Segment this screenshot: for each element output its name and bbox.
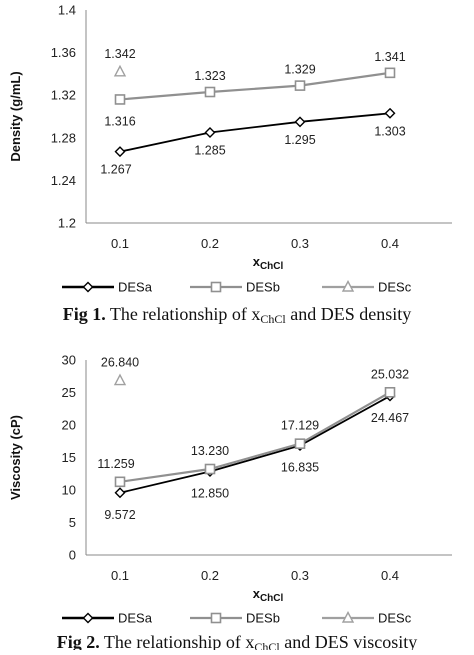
data-label-DESa: 24.467 — [371, 411, 409, 425]
caption-text: The relationship of x — [106, 304, 261, 324]
caption-text: The relationship of x — [100, 632, 255, 650]
y-tick-label: 5 — [69, 515, 76, 530]
legend-label-DESc: DESc — [378, 611, 412, 626]
data-point-DESa — [294, 116, 306, 128]
data-point-DESb — [114, 476, 126, 488]
caption-figure-number: Fig 2. — [57, 632, 100, 650]
data-point-DESb — [384, 386, 396, 398]
data-point-DESa — [204, 126, 216, 138]
y-axis-label: Viscosity (cP) — [8, 415, 23, 500]
y-tick-label: 1.28 — [51, 130, 76, 145]
y-tick-label: 20 — [62, 418, 76, 433]
x-axis-label-main: x — [253, 586, 261, 601]
caption-figure-number: Fig 1. — [63, 304, 106, 324]
series-line-DESa — [119, 112, 391, 153]
data-point-DESb — [204, 463, 216, 475]
legend-marker-DESb — [210, 281, 222, 293]
x-axis-label: xChCl — [253, 254, 284, 272]
x-tick-label: 0.1 — [111, 568, 129, 583]
y-tick-label: 1.32 — [51, 88, 76, 103]
x-axis-label: xChCl — [253, 586, 284, 604]
data-label-DESa: 1.285 — [194, 143, 225, 157]
caption-subscript: ChCl — [260, 312, 286, 326]
data-label-DESc: 1.342 — [104, 47, 135, 61]
y-axis-label: Density (g/mL) — [8, 71, 23, 161]
legend-label-DESb: DESb — [246, 280, 280, 295]
data-point-DESa — [114, 146, 126, 158]
y-tick-label: 1.4 — [58, 3, 76, 18]
y-tick-label: 1.24 — [51, 173, 76, 188]
series-line-DESb — [119, 391, 391, 483]
figure-caption: Fig 2. The relationship of xChCl and DES… — [57, 632, 417, 650]
caption-text-end: and DES density — [286, 304, 412, 324]
legend-marker-DESa — [82, 281, 94, 293]
y-tick-label: 15 — [62, 450, 76, 465]
x-tick-label: 0.3 — [291, 236, 309, 251]
x-axis-label-subscript: ChCl — [260, 261, 284, 272]
series-line-DESb — [119, 71, 391, 101]
legend-marker-DESb — [210, 612, 222, 624]
data-label-DESb: 25.032 — [371, 367, 409, 381]
legend-marker-DESc — [341, 610, 355, 623]
data-point-DESb — [114, 94, 126, 105]
x-tick-label: 0.2 — [201, 568, 219, 583]
data-point-DESc — [113, 64, 127, 77]
data-label-DESb: 1.323 — [194, 69, 225, 83]
x-axis-label-subscript: ChCl — [260, 593, 284, 604]
x-axis-label-main: x — [253, 254, 261, 269]
data-point-DESa — [384, 107, 396, 119]
legend-label-DESa: DESa — [118, 280, 153, 295]
x-tick-label: 0.3 — [291, 568, 309, 583]
data-point-DESb — [204, 86, 216, 98]
data-label-DESb: 13.230 — [191, 444, 229, 458]
legend-label-DESc: DESc — [378, 280, 412, 295]
y-tick-label: 25 — [62, 385, 76, 400]
data-point-DESb — [294, 438, 306, 449]
data-label-DESb: 1.329 — [284, 63, 315, 77]
data-label-DESb: 11.259 — [97, 457, 134, 471]
caption-subscript: ChCl — [254, 640, 280, 650]
data-point-DESc — [113, 373, 127, 386]
series-line-DESa — [119, 395, 391, 494]
y-tick-label: 0 — [69, 548, 76, 563]
data-label-DESb: 1.341 — [374, 50, 405, 64]
data-label-DESc: 26.840 — [101, 356, 139, 370]
data-label-DESa: 16.835 — [281, 461, 319, 475]
data-label-DESa: 1.267 — [100, 163, 131, 177]
data-label-DESa: 1.295 — [284, 133, 315, 147]
data-point-DESb — [384, 67, 396, 79]
x-tick-label: 0.4 — [381, 568, 399, 583]
y-tick-label: 1.36 — [51, 45, 76, 60]
legend-label-DESb: DESb — [246, 611, 280, 626]
data-label-DESb: 17.129 — [281, 419, 319, 433]
figure-caption: Fig 1. The relationship of xChCl and DES… — [63, 304, 411, 326]
data-label-DESa: 1.303 — [374, 124, 405, 138]
y-tick-label: 1.2 — [58, 216, 76, 231]
legend-marker-DESa — [82, 612, 94, 624]
data-point-DESa — [114, 487, 126, 499]
y-tick-label: 10 — [62, 483, 76, 498]
x-tick-label: 0.1 — [111, 236, 129, 251]
density-chart: 1.2 1.24 1.28 1.32 1.36 1.4 Density (g/mL) 0.1 0… — [8, 3, 452, 326]
legend-label-DESa: DESa — [118, 611, 153, 626]
x-tick-label: 0.4 — [381, 236, 399, 251]
caption-text-end: and DES viscosity — [280, 632, 418, 650]
data-label-DESa: 12.850 — [191, 486, 229, 500]
legend-marker-DESc — [341, 279, 355, 292]
data-point-DESb — [294, 80, 306, 91]
data-label-DESb: 1.316 — [104, 114, 135, 128]
x-tick-label: 0.2 — [201, 236, 219, 251]
y-tick-label: 30 — [62, 353, 76, 368]
data-label-DESa: 9.572 — [104, 508, 135, 522]
